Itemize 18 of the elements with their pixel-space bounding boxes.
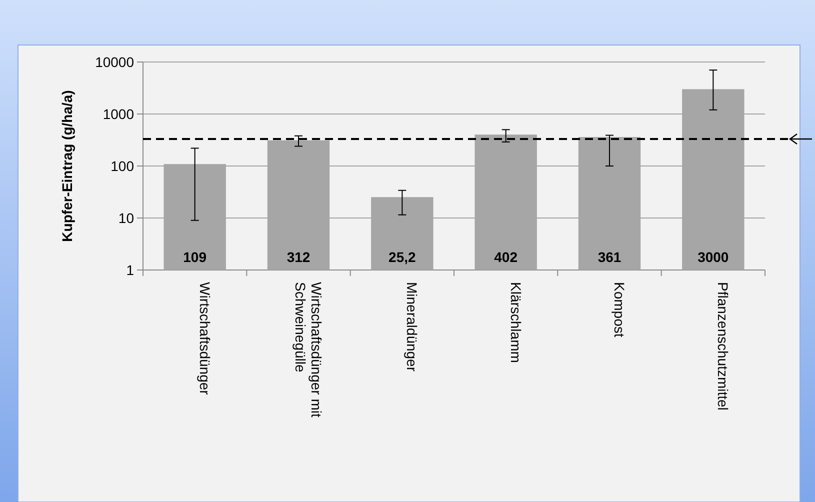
x-tick-label: Mineraldünger <box>404 282 420 372</box>
data-label: 3000 <box>698 249 729 265</box>
data-label: 312 <box>286 249 310 265</box>
y-tick-label: 1000 <box>102 106 134 122</box>
data-label: 361 <box>598 249 622 265</box>
data-label: 109 <box>183 249 207 265</box>
x-tick-label: Wirtschaftsdünger mit Schweinegülle <box>292 282 324 418</box>
x-tick-label: Pflanzenschutzmittel <box>715 282 732 410</box>
data-label: 25,2 <box>388 249 416 265</box>
y-tick-label: 1 <box>126 262 134 278</box>
y-tick-label: 100 <box>110 158 134 174</box>
y-tick-label: 10 <box>118 210 134 226</box>
y-tick-label: 10000 <box>95 54 134 70</box>
x-tick-label: Kompost <box>612 282 628 338</box>
x-tick-label: Wirtschaftsdünger <box>196 282 213 396</box>
data-label: 402 <box>494 249 518 265</box>
y-axis-title: Kupfer-Eintrag (g/ha/a) <box>59 90 75 242</box>
x-tick-label: Klärschlamm <box>508 282 524 363</box>
